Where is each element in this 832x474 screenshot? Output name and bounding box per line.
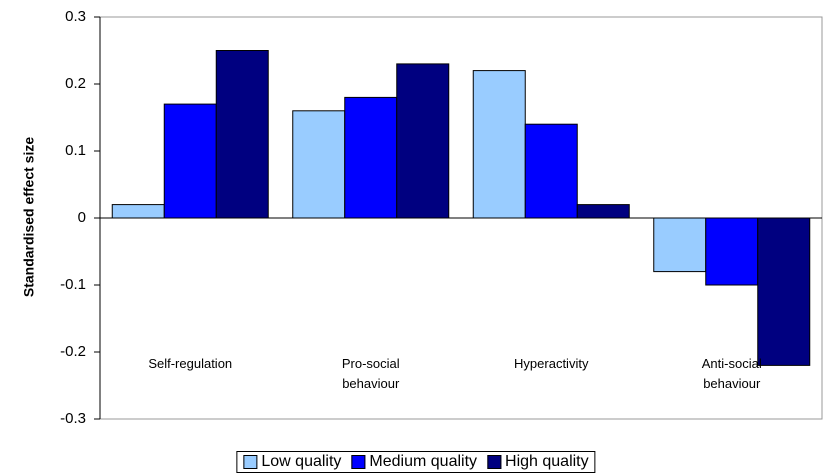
y-axis-title: Standardised effect size: [21, 137, 37, 297]
x-tick-label: Anti-social behaviour: [701, 356, 762, 391]
y-tick-label: -0.3: [60, 410, 86, 427]
y-tick-label: 0.2: [65, 75, 86, 92]
bar: [705, 217, 759, 286]
bar: [292, 110, 346, 219]
legend-label: Low quality: [261, 453, 342, 470]
bar: [215, 50, 269, 219]
legend: Low quality Medium quality High quality: [236, 451, 596, 473]
bar: [163, 103, 217, 219]
bar: [111, 204, 165, 219]
x-tick-label: Pro-social behaviour: [341, 356, 400, 391]
legend-swatch: [487, 455, 502, 469]
bar: [472, 70, 526, 219]
y-tick-label: 0.1: [65, 142, 86, 159]
y-tick-label: 0: [78, 209, 86, 226]
legend-label: High quality: [505, 453, 589, 470]
bar: [344, 96, 398, 219]
x-tick-label: Hyperactivity: [514, 356, 589, 371]
legend-item: Medium quality: [351, 453, 477, 471]
y-tick-label: -0.2: [60, 343, 86, 360]
y-tick-label: 0.3: [65, 8, 86, 25]
y-tick-label: -0.1: [60, 276, 86, 293]
legend-item: Low quality: [243, 453, 341, 471]
legend-label: Medium quality: [369, 453, 478, 470]
legend-item: High quality: [487, 453, 589, 471]
bar: [524, 123, 578, 219]
bar: [396, 63, 450, 219]
bar: [757, 217, 811, 366]
bar: [576, 204, 630, 219]
legend-swatch: [243, 455, 258, 469]
x-tick-label: Self-regulation: [148, 356, 233, 371]
bar: [653, 217, 707, 273]
legend-swatch: [351, 455, 366, 469]
